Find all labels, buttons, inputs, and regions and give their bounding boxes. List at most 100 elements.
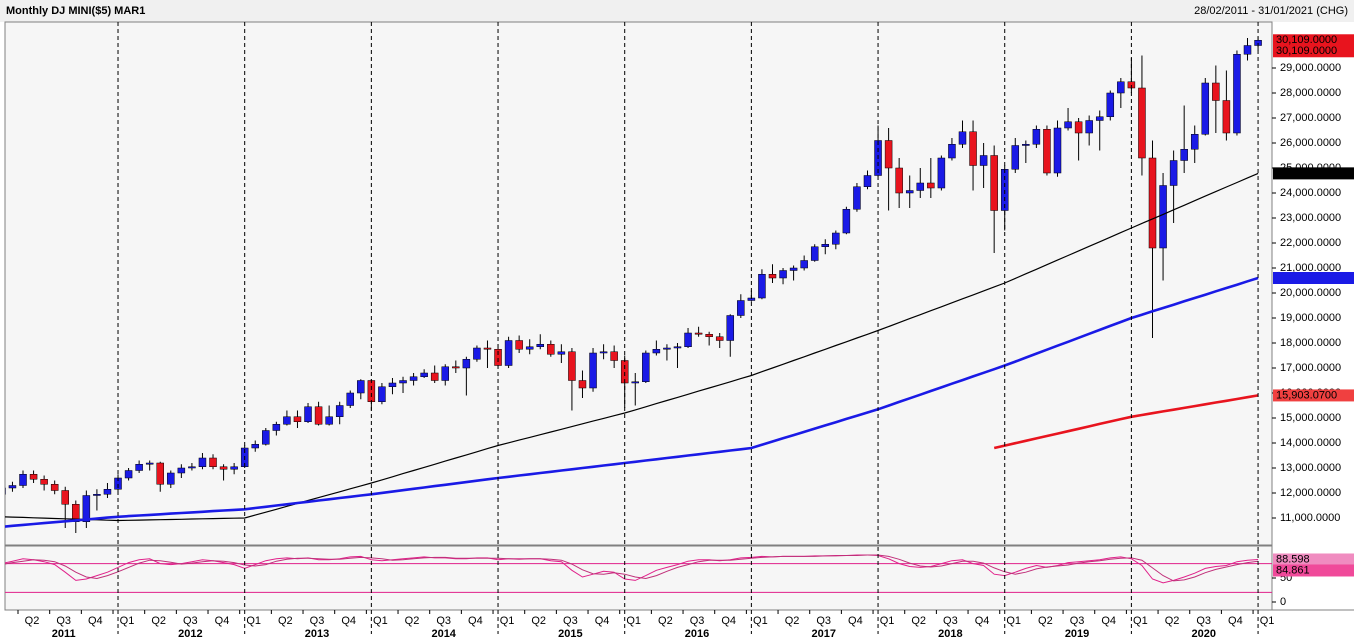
candle-body [462,359,471,369]
header-bar [0,0,1354,22]
y-tick-label: 20,000.0000 [1280,287,1341,299]
y-tick-label: 12,000.0000 [1280,487,1341,499]
candle-body [958,131,967,145]
candle-body [1011,145,1020,170]
year-label: 2019 [1065,628,1089,640]
candle-body [82,495,91,522]
candle-body [1180,149,1188,161]
moving-average [5,276,1259,528]
candle-body [483,347,492,350]
candle-body [219,466,228,470]
price-tag [1273,272,1354,284]
y-tick-label: 18,000.0000 [1280,337,1341,349]
x-tick-label: Q3 [436,615,451,627]
oscillator-plot [5,554,1272,593]
y-tick-label: 17,000.0000 [1280,362,1341,374]
candle-body [61,490,69,505]
candle-body [1201,82,1210,135]
candle-body [145,462,154,465]
candle-body [895,167,903,194]
x-tick-label: Q2 [911,615,926,627]
x-tick-label: Q2 [1038,615,1053,627]
price-tag [1273,389,1354,402]
price-tag [1273,45,1354,58]
moving-average [993,394,1259,450]
oscillator-pane [4,545,1273,611]
candle-body [399,380,407,384]
candle-body [610,351,618,361]
y2-tick-label: 0 [1280,596,1286,608]
candle-body [663,347,671,350]
candle-body [1043,129,1051,174]
candle-body [842,209,851,234]
x-tick-label: Q4 [1228,615,1243,627]
candle-body [388,382,397,387]
candle-body [557,351,566,355]
year-label: 2015 [558,628,582,640]
candle-body [198,457,207,467]
candle-body [1212,82,1220,101]
candle-body [631,381,640,384]
candle-body [1106,92,1115,117]
x-tick-label: Q2 [531,615,546,627]
x-tick-label: Q1 [753,615,768,627]
x-tick-label: Q2 [278,615,293,627]
candle-body [209,457,217,467]
x-tick-label: Q4 [341,615,356,627]
price-tag-label: 24,785.2600 [1276,167,1337,179]
candle-body [715,336,724,341]
candle-body [367,380,376,402]
candle-body [430,372,439,381]
y-tick-label: 27,000.0000 [1280,112,1341,124]
candle-body [884,140,893,169]
y-tick-label: 28,000.0000 [1280,87,1341,99]
x-tick-label: Q4 [215,615,230,627]
y-tick-label: 14,000.0000 [1280,437,1341,449]
candle-body [504,340,513,366]
candle-body [188,466,196,469]
y-tick-label: 13,000.0000 [1280,462,1341,474]
oscillator-tag-label: 84.861 [1276,564,1310,576]
candle-body [525,346,534,350]
candle-body [694,332,703,335]
candle-body [927,182,935,189]
candle-body [19,474,27,486]
x-tick-label: Q2 [151,615,166,627]
price-tag-label: 15,903.0700 [1276,389,1337,401]
y-tick-label: 21,000.0000 [1280,262,1341,274]
candle-body [1190,134,1199,150]
candle-body [863,175,872,187]
candle-body [937,157,946,189]
candle-body [800,260,808,269]
candle-body [8,485,17,489]
y-tick-label: 15,000.0000 [1280,412,1341,424]
x-tick-label: Q1 [1260,615,1275,627]
price-plot [5,36,1262,533]
year-label: 2011 [52,628,76,640]
candle-body [293,416,302,422]
oscillator-line [5,554,1259,582]
year-label: 2013 [305,628,329,640]
x-tick-label: Q2 [1165,615,1180,627]
x-tick-label: Q1 [120,615,135,627]
x-tick-label: Q4 [88,615,103,627]
x-tick-label: Q4 [1101,615,1116,627]
candle-body [1064,121,1072,129]
candle-body [652,349,661,354]
candle-body [1095,116,1104,121]
candle-body [1159,185,1167,249]
candle-body [568,351,576,381]
x-tick-label: Q3 [816,615,831,627]
candle-body [50,484,59,491]
x-tick-label: Q3 [1070,615,1085,627]
price-tag-label: 30,109.0000 [1276,34,1337,46]
year-label: 2020 [1191,628,1215,640]
x-tick-label: Q1 [373,615,388,627]
price-tag [1273,167,1354,180]
candle-body [779,270,787,279]
x-tick-label: Q2 [25,615,40,627]
x-tick-label: Q4 [468,615,483,627]
candle-body [304,406,312,422]
candle-body [409,376,418,381]
